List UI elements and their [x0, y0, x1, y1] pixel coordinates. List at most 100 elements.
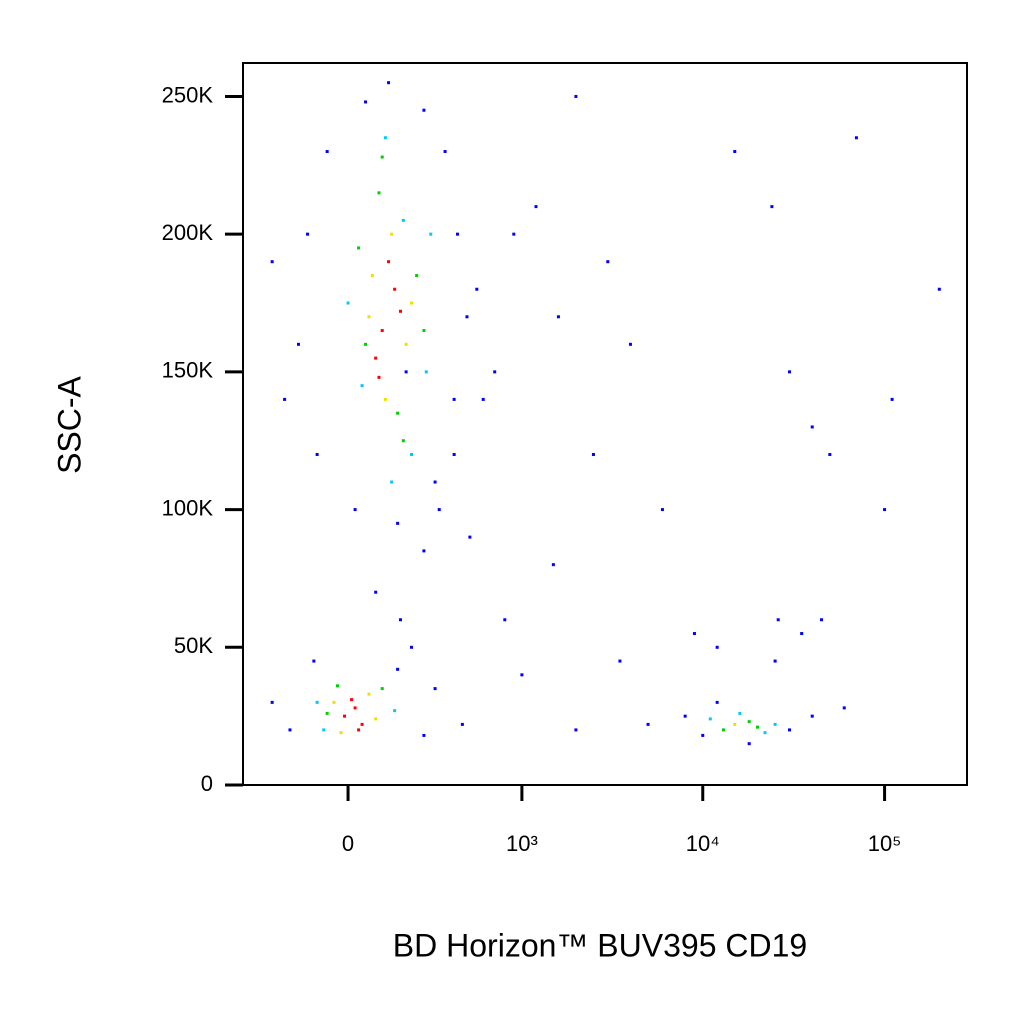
data-point: [353, 508, 357, 512]
y-tick-label: 250K: [162, 82, 214, 107]
data-point: [738, 711, 742, 715]
data-point: [410, 645, 414, 649]
data-point: [367, 692, 371, 696]
y-tick-label: 50K: [174, 633, 213, 658]
data-point: [424, 370, 428, 374]
data-point: [390, 480, 394, 484]
data-point: [646, 722, 650, 726]
data-point: [937, 287, 941, 291]
data-point: [357, 246, 361, 250]
data-point: [343, 714, 347, 718]
data-point: [763, 731, 767, 735]
x-tick-label: 0: [342, 831, 354, 856]
data-point: [306, 232, 310, 236]
data-point: [370, 273, 374, 277]
data-point: [374, 717, 378, 721]
data-point: [733, 150, 737, 154]
data-point: [883, 508, 887, 512]
y-tick-label: 150K: [162, 358, 214, 383]
data-point: [422, 733, 426, 737]
data-point: [336, 684, 340, 688]
y-tick-label: 100K: [162, 495, 214, 520]
data-point: [353, 706, 357, 710]
data-point: [350, 698, 354, 702]
data-point: [456, 232, 460, 236]
data-point: [429, 232, 433, 236]
data-point: [296, 342, 300, 346]
x-tick-label: 10⁵: [868, 831, 902, 856]
data-point: [481, 397, 485, 401]
data-point: [401, 218, 405, 222]
data-point: [383, 136, 387, 140]
data-point: [773, 722, 777, 726]
x-tick-label: 10³: [506, 831, 538, 856]
data-point: [820, 618, 824, 622]
data-point: [810, 425, 814, 429]
data-point: [360, 384, 364, 388]
data-point: [701, 733, 705, 737]
data-point: [747, 720, 751, 724]
data-point: [387, 260, 391, 264]
data-point: [520, 673, 524, 677]
data-point: [399, 309, 403, 313]
data-point: [433, 687, 437, 691]
data-point: [574, 728, 578, 732]
data-point: [465, 315, 469, 319]
data-point: [810, 714, 814, 718]
data-point: [854, 136, 858, 140]
data-point: [312, 659, 316, 663]
data-point: [493, 370, 497, 374]
data-point: [452, 452, 456, 456]
data-point: [399, 618, 403, 622]
data-point: [315, 700, 319, 704]
data-point: [322, 728, 326, 732]
data-point: [396, 667, 400, 671]
data-point: [460, 722, 464, 726]
data-point: [270, 260, 274, 264]
data-point: [357, 728, 361, 732]
data-point: [574, 94, 578, 98]
data-point: [404, 342, 408, 346]
data-point: [551, 563, 555, 567]
data-point: [692, 632, 696, 636]
data-point: [715, 645, 719, 649]
y-axis-label: SSC-A: [51, 375, 87, 473]
data-point: [755, 725, 759, 729]
data-point: [367, 315, 371, 319]
data-point: [396, 521, 400, 525]
data-point: [828, 452, 832, 456]
data-point: [332, 700, 336, 704]
data-point: [800, 632, 804, 636]
data-point: [283, 397, 287, 401]
data-point: [315, 452, 319, 456]
data-point: [437, 508, 441, 512]
data-point: [683, 714, 687, 718]
data-point: [393, 287, 397, 291]
data-point: [788, 370, 792, 374]
data-point: [325, 150, 329, 154]
data-point: [534, 205, 538, 209]
data-point: [393, 709, 397, 713]
data-point: [404, 370, 408, 374]
data-point: [660, 508, 664, 512]
data-point: [364, 342, 368, 346]
data-point: [618, 659, 622, 663]
data-point: [364, 100, 368, 104]
plot-frame: [242, 62, 968, 786]
data-point: [390, 232, 394, 236]
data-point: [422, 108, 426, 112]
data-point: [776, 618, 780, 622]
data-point: [715, 700, 719, 704]
data-point: [325, 711, 329, 715]
data-point: [433, 480, 437, 484]
data-point: [628, 342, 632, 346]
data-point: [401, 439, 405, 443]
x-tick-label: 10⁴: [686, 831, 720, 856]
x-axis-label: BD Horizon™ BUV395 CD19: [393, 927, 807, 963]
data-point: [468, 535, 472, 539]
data-point: [380, 687, 384, 691]
data-point: [721, 728, 725, 732]
data-point: [475, 287, 479, 291]
data-point: [288, 728, 292, 732]
